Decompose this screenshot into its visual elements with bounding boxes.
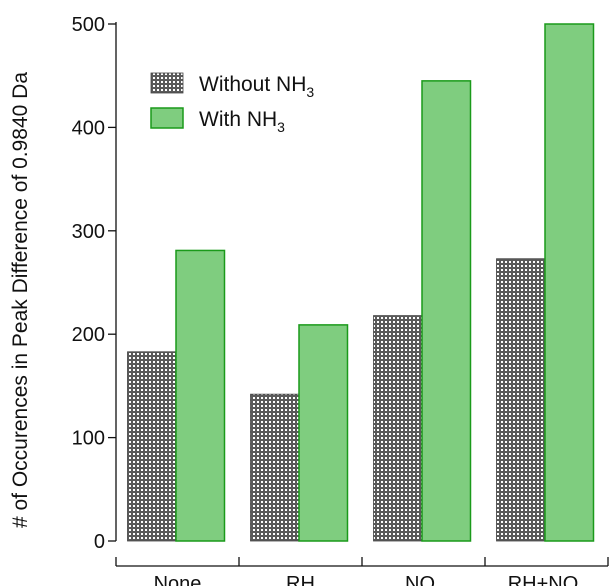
y-axis: 0 100 200 300 400 500 xyxy=(72,14,117,553)
x-tick-label: NOx xyxy=(405,573,442,586)
bar-with-nh3 xyxy=(175,249,226,542)
x-tick-label: RH+NOx xyxy=(508,573,586,586)
bar-without-nh3 xyxy=(496,258,546,542)
y-tick-label: 100 xyxy=(72,428,105,450)
bar-without-nh3 xyxy=(127,351,177,542)
y-tick-label: 200 xyxy=(72,324,105,346)
bars xyxy=(127,23,595,542)
y-tick-label: 500 xyxy=(72,14,105,36)
bar-with-nh3 xyxy=(544,23,595,542)
legend-label: With NH3 xyxy=(199,108,285,135)
bar-with-nh3 xyxy=(421,80,472,542)
y-tick-label: 300 xyxy=(72,221,105,243)
y-tick-label: 0 xyxy=(94,531,105,553)
y-axis-title: # of Occurences in Peak Difference of 0.… xyxy=(9,72,32,528)
x-tick-label: RH xyxy=(286,573,315,586)
legend-swatch xyxy=(150,72,184,94)
legend-label: Without NH3 xyxy=(199,73,314,100)
x-tick-label: None xyxy=(154,573,202,586)
bar-without-nh3 xyxy=(373,315,423,542)
legend-swatch xyxy=(150,107,184,129)
y-tick-label: 400 xyxy=(72,117,105,139)
bar-without-nh3 xyxy=(250,393,300,542)
bar-with-nh3 xyxy=(298,324,349,542)
x-axis: None RH NOx RH+NOx xyxy=(115,557,609,586)
legend: Without NH3 With NH3 xyxy=(150,72,314,135)
